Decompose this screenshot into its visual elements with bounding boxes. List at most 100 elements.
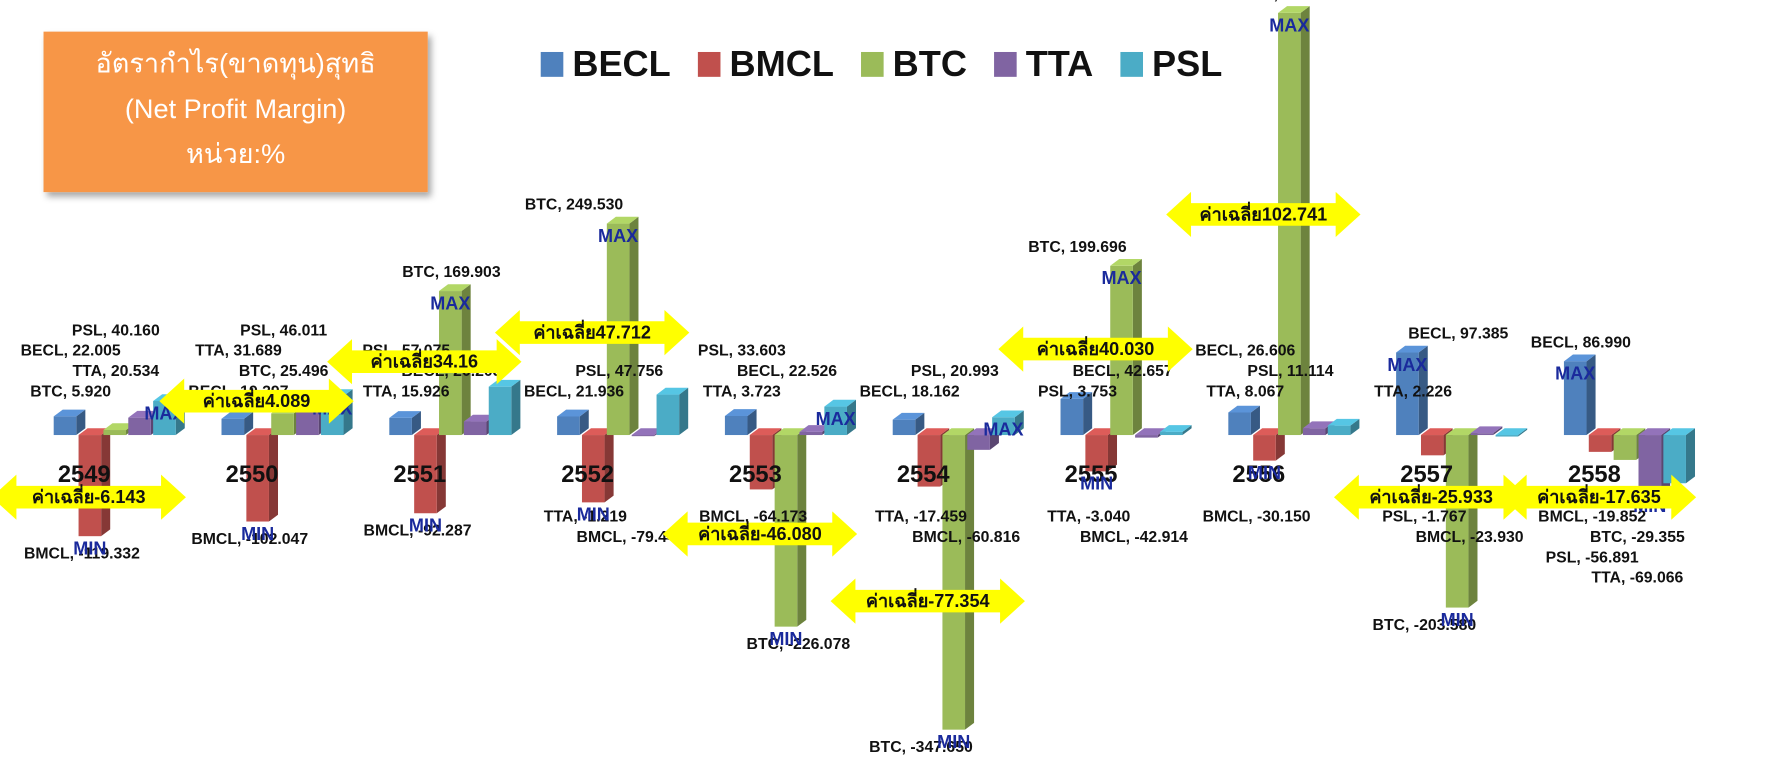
bar-front [1396,352,1419,436]
bar [942,428,975,730]
min-marker: MIN [1441,610,1474,630]
bar [1327,418,1360,436]
bar-side [679,387,689,436]
average-arrow [159,378,354,424]
average-arrow [662,511,858,557]
bar [1396,345,1428,436]
bar-top [1638,428,1671,436]
data-label: PSL, -1.767 [1382,509,1467,526]
bar-top [1663,428,1696,436]
bar-front [656,394,680,436]
bar-top [1588,428,1621,436]
data-label: PSL, 40.160 [72,322,160,339]
bar-top [1613,428,1646,436]
bar-top [917,428,950,436]
max-marker: MAX [1269,15,1309,35]
legend-swatch [540,51,564,77]
bar-top [103,423,136,431]
bar-top [1278,6,1310,13]
average-arrow [327,339,522,385]
bar-top [967,428,999,436]
bar-front [488,386,512,436]
min-marker: MIN [241,524,274,544]
bar-front [1135,435,1158,438]
bar-top [749,428,782,436]
legend-label: TTA [1026,43,1094,84]
average-label: ค่าเฉลี่ย40.030 [1037,336,1155,359]
average-label: ค่าเฉลี่ย34.16 [371,349,479,372]
bar-top [1396,345,1428,353]
data-label: BECL, 86.990 [1531,334,1631,351]
bar [1663,428,1696,484]
data-label: TTA, 2.226 [1374,383,1452,400]
data-label: BTC, -226.078 [747,636,851,653]
data-label: BTC, 498.068 [1241,0,1340,3]
bar [1445,428,1478,608]
average-label: ค่าเฉลี่ย-17.635 [1537,484,1661,507]
bar-top [1135,428,1167,436]
max-marker: MAX [1555,364,1595,384]
bar-top [799,425,832,432]
data-label: TTA, 3.723 [703,383,781,400]
bar-front [271,413,294,436]
bar-top [892,412,925,420]
bar-front [78,435,102,537]
x-tick-label: 2550 [226,462,279,488]
data-label: BTC, -203.580 [1373,617,1477,634]
bar-side [1250,405,1260,436]
data-label: PSL, 46.011 [240,322,327,339]
x-tick-label: 2556 [1232,462,1285,488]
average-label: ค่าเฉลี่ย102.741 [1200,201,1328,224]
bar-front [103,430,127,436]
legend-swatch [994,51,1017,77]
bar-top [53,409,86,417]
bar-front [824,406,847,436]
max-marker: MAX [430,293,470,313]
chart-title: อัตรากำไร(ขาดทุน)สุทธิ [95,48,375,81]
bar [1060,392,1093,436]
min-marker: MIN [1248,463,1281,483]
bar-front [1085,435,1108,472]
x-tick-label: 2553 [729,462,782,488]
bar [656,387,689,436]
min-marker: MIN [937,732,970,752]
bar-front [1159,431,1183,436]
bar-top [1302,421,1335,429]
data-label: BTC, 25.496 [239,363,329,380]
x-tick-label: 2557 [1400,462,1453,488]
legend-label: BTC [893,43,967,84]
bar [1470,426,1503,436]
bar-front [557,416,580,436]
chart-title: (Net Profit Margin) [125,93,346,124]
average-arrow [1166,191,1361,238]
bar [221,411,254,436]
data-label: BTC, 249.530 [525,197,624,214]
bar-side [1493,426,1503,436]
bar [557,409,589,436]
data-label: BMCL, -19.852 [1538,509,1646,526]
data-label: PSL, 20.993 [911,363,999,380]
bar-side [411,411,421,436]
bar-top [389,411,421,418]
min-marker: MIN [73,539,106,559]
max-marker: MAX [1387,355,1427,375]
bar-side [268,428,279,522]
bar [246,428,279,522]
bar-front [1495,435,1519,437]
bar-front [631,435,655,437]
data-label: PSL, 11.114 [1247,363,1333,380]
bar-top [221,411,254,419]
data-label: TTA, -17.459 [875,509,967,526]
max-marker: MAX [598,226,638,246]
max-marker: MAX [983,420,1023,440]
data-label: TTA, 20.534 [73,363,160,380]
data-label: BMCL, -42.914 [1080,529,1188,546]
bar-front [1613,435,1637,460]
average-label: ค่าเฉลี่ย4.089 [203,388,311,411]
bar-side [1275,428,1285,461]
bar-top [656,387,689,395]
data-label: BMCL, -60.816 [912,529,1020,546]
legend-label: PSL [1152,43,1222,84]
max-marker: MAX [1101,268,1141,288]
